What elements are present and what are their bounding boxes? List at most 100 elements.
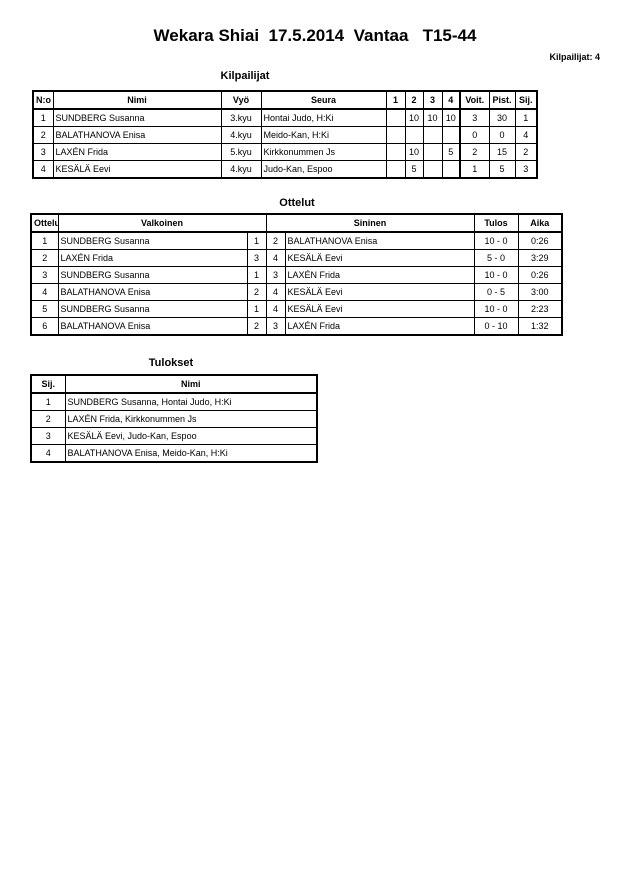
cell: 5 xyxy=(488,160,516,179)
header-cell: Pist. xyxy=(488,90,516,110)
cell: 2 xyxy=(514,143,538,161)
cell: Hontai Judo, H:Ki xyxy=(260,108,387,127)
cell: 1 xyxy=(514,108,538,127)
cell: 4 xyxy=(30,283,59,301)
cell: 2 xyxy=(459,143,490,161)
row: 6 BALATHANOVA Enisa 2 3 LAXÉN Frida 0 - 10 1:3… xyxy=(30,317,563,336)
cell: 5 xyxy=(30,300,59,318)
cell: 30 xyxy=(488,108,516,127)
cell: 0:26 xyxy=(517,231,563,250)
cell: 0:26 xyxy=(517,266,563,284)
cell: KESÄLÄ Eevi xyxy=(52,160,222,179)
cell: 3 xyxy=(30,427,66,445)
cell: 0 xyxy=(459,126,490,144)
cell: 3 xyxy=(30,266,59,284)
cell: 10 xyxy=(404,108,424,127)
row: 2 BALATHANOVA Enisa 4.kyu Meido-Kan, H:Ki 0 0… xyxy=(32,126,538,144)
cell: KESÄLÄ Eevi xyxy=(284,300,475,318)
cell: 10 - 0 xyxy=(473,231,519,250)
cell: 0 - 5 xyxy=(473,283,519,301)
cell: 2 xyxy=(30,249,59,267)
matches-table: Ottelu Valkoinen Sininen Tulos Aika 1 SUNDBERG… xyxy=(30,213,564,336)
cell xyxy=(385,126,406,144)
header-cell: Seura xyxy=(260,90,387,110)
cell: 1 xyxy=(246,231,267,250)
row: 3 LAXÉN Frida 5.kyu Kirkkonummen Js 10 5 2 15 2 xyxy=(32,143,538,161)
cell: BALATHANOVA Enisa xyxy=(284,231,475,250)
cell: BALATHANOVA Enisa xyxy=(57,317,248,336)
cell: 2 xyxy=(246,283,267,301)
row: 4 KESÄLÄ Eevi 4.kyu Judo-Kan, Espoo 5 1 5 3 xyxy=(32,160,538,179)
cell: 2 xyxy=(30,410,66,428)
cell xyxy=(441,160,461,179)
section-title: Kilpailijat xyxy=(220,70,270,82)
cell: 5 xyxy=(404,160,424,179)
cell: 10 xyxy=(441,108,461,127)
cell xyxy=(422,143,443,161)
cell: 1:32 xyxy=(517,317,563,336)
header-row: Sij. Nimi xyxy=(30,374,318,394)
cell: 1 xyxy=(246,300,267,318)
cell: BALATHANOVA Enisa, Meido-Kan, H:Ki xyxy=(64,444,318,463)
cell: 3 xyxy=(265,317,286,336)
header-cell: 1 xyxy=(385,90,406,110)
cell: LAXÉN Frida xyxy=(57,249,248,267)
cell: 4 xyxy=(32,160,54,179)
cell: 0 xyxy=(488,126,516,144)
row: 1 SUNDBERG Susanna 3.kyu Hontai Judo, H:Ki 1… xyxy=(32,108,538,127)
header-cell: Nimi xyxy=(64,374,318,394)
row: 5 SUNDBERG Susanna 1 4 KESÄLÄ Eevi 10 - 0 2:23 xyxy=(30,300,563,318)
cell: 10 - 0 xyxy=(473,300,519,318)
cell: KESÄLÄ Eevi xyxy=(284,249,475,267)
header-cell: Tulos xyxy=(473,213,519,233)
results-table: Sij. Nimi 1 SUNDBERG Susanna, Hontai Judo, … xyxy=(30,374,318,463)
competitors-table: N:o Nimi Vyö Seura 1 2 3 4 Voit. Pist. Sij. 1 SUNDBE… xyxy=(32,90,538,179)
cell: KESÄLÄ Eevi, Judo-Kan, Espoo xyxy=(64,427,318,445)
cell: SUNDBERG Susanna xyxy=(52,108,222,127)
cell xyxy=(441,126,461,144)
header-cell: Sij. xyxy=(30,374,66,394)
row: 1 SUNDBERG Susanna 1 2 BALATHANOVA Enisa 10 -… xyxy=(30,231,563,250)
header-cell: Vyö xyxy=(220,90,262,110)
cell: Judo-Kan, Espoo xyxy=(260,160,387,179)
competitor-count: Kilpailijat: 4 xyxy=(549,52,600,62)
cell: 3.kyu xyxy=(220,108,262,127)
row: 2 LAXÉN Frida 3 4 KESÄLÄ Eevi 5 - 0 3:29 xyxy=(30,249,563,267)
cell: BALATHANOVA Enisa xyxy=(52,126,222,144)
row: 3 SUNDBERG Susanna 1 3 LAXÉN Frida 10 - 0 0:26 xyxy=(30,266,563,284)
cell: LAXÉN Frida xyxy=(284,317,475,336)
cell: 4 xyxy=(265,300,286,318)
cell: 10 xyxy=(422,108,443,127)
cell: 2 xyxy=(246,317,267,336)
header-cell: N:o xyxy=(32,90,54,110)
cell: 6 xyxy=(30,317,59,336)
cell: 15 xyxy=(488,143,516,161)
cell xyxy=(422,126,443,144)
cell xyxy=(422,160,443,179)
row: 4 BALATHANOVA Enisa, Meido-Kan, H:Ki xyxy=(30,444,318,463)
cell: 3:00 xyxy=(517,283,563,301)
table: Sij. Nimi 1 SUNDBERG Susanna, Hontai Judo, … xyxy=(30,374,318,463)
page-title: Wekara Shiai 17.5.2014 Vantaa T15-44 xyxy=(153,26,477,45)
cell: 1 xyxy=(459,160,490,179)
header-cell: Ottelu xyxy=(30,213,59,233)
cell: 2:23 xyxy=(517,300,563,318)
cell xyxy=(385,108,406,127)
table: Ottelu Valkoinen Sininen Tulos Aika 1 SUNDBERG… xyxy=(30,213,564,336)
cell xyxy=(385,143,406,161)
cell: SUNDBERG Susanna, Hontai Judo, H:Ki xyxy=(64,392,318,411)
cell: 4 xyxy=(265,283,286,301)
cell: 1 xyxy=(30,231,59,250)
cell: 1 xyxy=(32,108,54,127)
cell: 4 xyxy=(514,126,538,144)
header-cell: Sininen xyxy=(265,213,475,233)
cell: 5 xyxy=(441,143,461,161)
header-cell: 4 xyxy=(441,90,461,110)
header-cell: 3 xyxy=(422,90,443,110)
cell: LAXÉN Frida xyxy=(52,143,222,161)
row: 2 LAXÉN Frida, Kirkkonummen Js xyxy=(30,410,318,428)
cell: 10 xyxy=(404,143,424,161)
cell: 4.kyu xyxy=(220,126,262,144)
section-title: Tulokset xyxy=(148,357,194,369)
